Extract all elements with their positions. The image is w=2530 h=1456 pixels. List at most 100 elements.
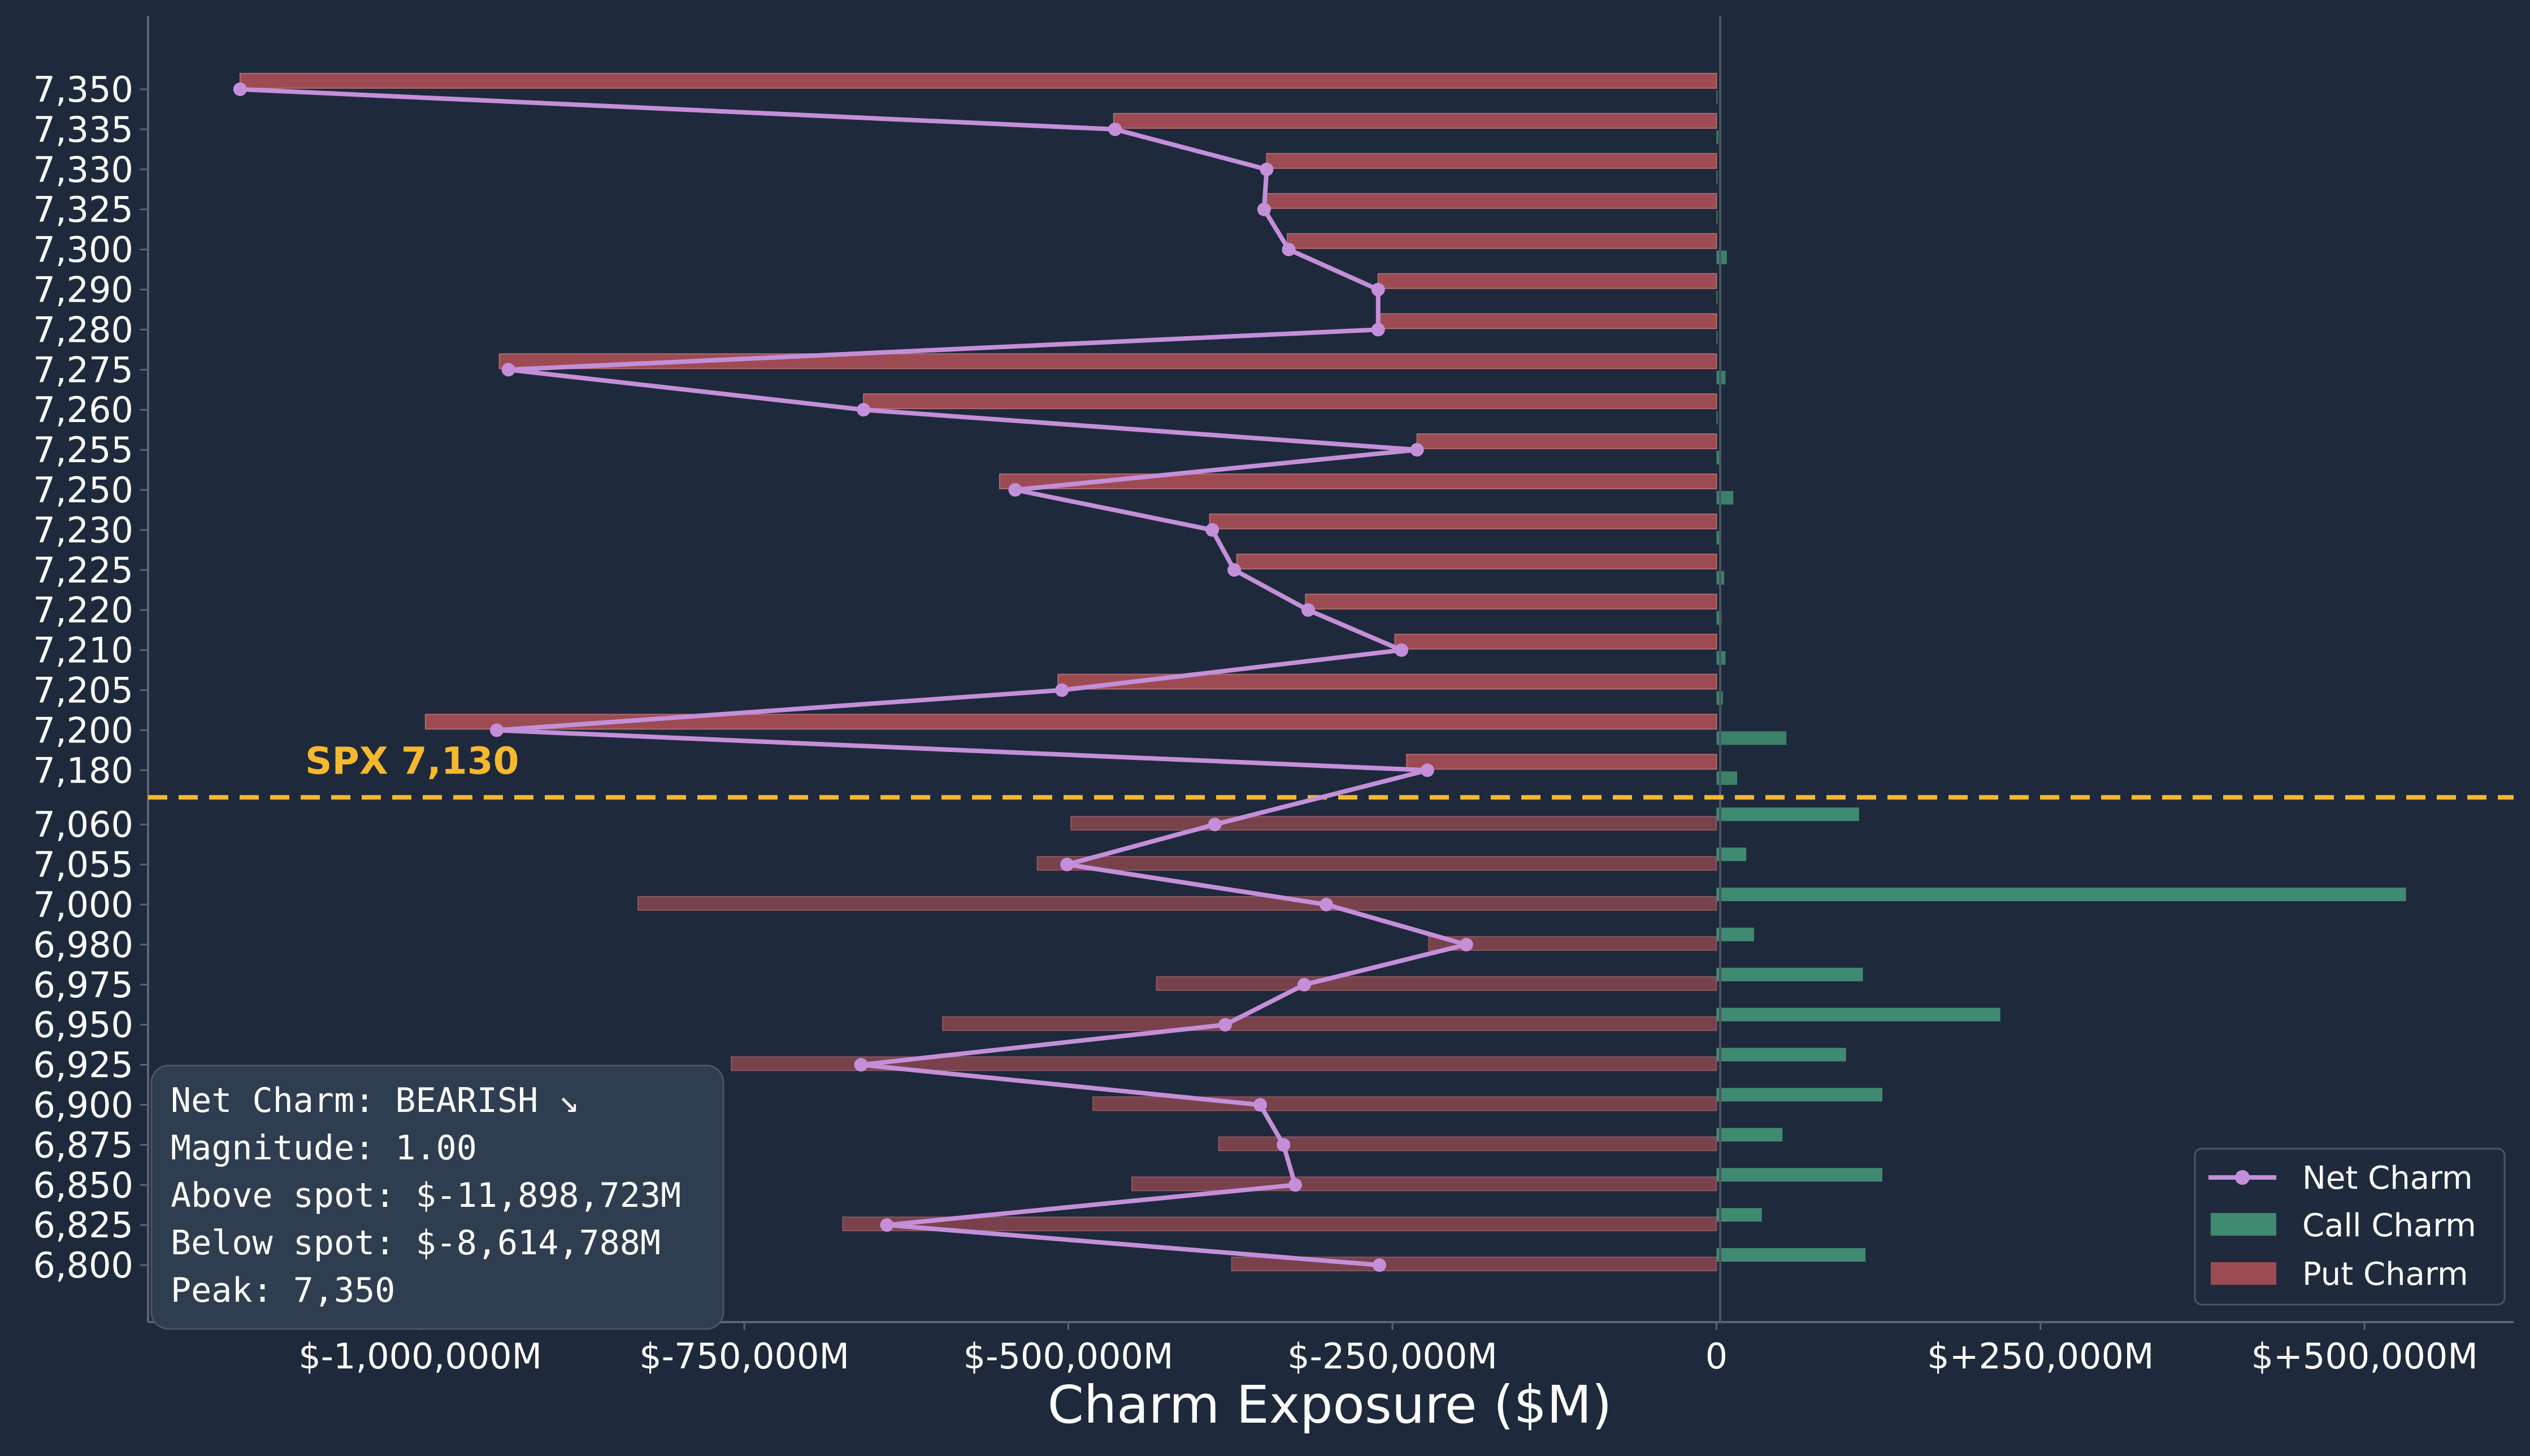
y-tick-label-7055: 7,055	[33, 844, 134, 885]
call-charm-bar-7230	[1716, 531, 1721, 545]
put-charm-bar-6950	[942, 1016, 1717, 1031]
y-tick-label-6925: 6,925	[33, 1045, 134, 1086]
put-charm-bar-7055	[1036, 856, 1717, 871]
y-tick-label-7260: 7,260	[33, 389, 134, 431]
call-charm-bar-6875	[1716, 1128, 1783, 1142]
put-charm-bar-7335	[1113, 112, 1717, 129]
y-tick-label-7180: 7,180	[33, 750, 134, 791]
y-tick-label-7325: 7,325	[33, 189, 134, 231]
net-charm-point-6875	[1277, 1138, 1291, 1152]
net-charm-point-7200	[490, 723, 504, 737]
x-tick-label-500000M: $+500,000M	[2251, 1336, 2478, 1377]
put-charm-bar-7290	[1377, 273, 1717, 289]
call-charm-bar-7290	[1716, 290, 1718, 305]
put-charm-bar-6875	[1218, 1136, 1717, 1151]
net-charm-point-7350	[233, 82, 247, 96]
net-charm-point-6800	[1373, 1258, 1387, 1272]
y-tick-label-6825: 6,825	[33, 1205, 134, 1246]
call-charm-bar-7260	[1716, 411, 1718, 425]
net-charm-point-7225	[1227, 563, 1242, 577]
y-tick-label-7250: 7,250	[33, 470, 134, 511]
y-tick-label-7205: 7,205	[33, 670, 134, 711]
call-charm-bar-6975	[1716, 967, 1863, 981]
put-charm-bar-7210	[1394, 633, 1717, 650]
legend-net-charm-marker	[2235, 1170, 2250, 1185]
y-tick-label-7225: 7,225	[33, 550, 134, 591]
call-charm-bar-7000	[1716, 888, 2406, 901]
put-charm-bar-7230	[1209, 513, 1717, 529]
legend-call-charm-swatch	[2211, 1213, 2276, 1236]
call-charm-bar-6925	[1716, 1048, 1846, 1062]
call-charm-bar-7255	[1716, 451, 1721, 465]
y-tick-label-6975: 6,975	[33, 964, 134, 1006]
put-charm-bar-7205	[1057, 673, 1717, 690]
spot-price-label: SPX 7,130	[305, 739, 519, 783]
call-charm-bar-6900	[1716, 1088, 1882, 1102]
x-axis-label: Charm Exposure ($M)	[1048, 1375, 1612, 1435]
call-charm-bar-6850	[1716, 1168, 1882, 1182]
info-box: Net Charm: BEARISH ↘ Magnitude: 1.00 Abo…	[150, 1064, 724, 1330]
info-box-background	[150, 1064, 724, 1330]
spot-layer: SPX 7,130	[148, 739, 2514, 800]
net-charm-point-7250	[1008, 483, 1022, 497]
y-tick-label-7275: 7,275	[33, 349, 134, 390]
call-charm-bar-7055	[1716, 847, 1747, 862]
legend-put-charm-swatch	[2211, 1262, 2276, 1285]
x-tick-label-1000000M: $-1,000,000M	[298, 1336, 542, 1377]
call-charm-bar-6825	[1716, 1208, 1762, 1222]
put-charm-bar-7225	[1236, 553, 1717, 570]
put-charm-bar-7260	[863, 393, 1717, 410]
y-tick-label-7210: 7,210	[33, 630, 134, 671]
x-tick-label-250000M: $-250,000M	[1287, 1336, 1498, 1377]
put-charm-bar-7350	[239, 73, 1717, 89]
net-charm-point-7180	[1420, 763, 1434, 777]
y-tick-label-7335: 7,335	[33, 109, 134, 150]
y-tick-label-7255: 7,255	[33, 429, 134, 471]
net-charm-point-7055	[1060, 858, 1074, 872]
y-tick-label-6980: 6,980	[33, 924, 134, 966]
bars-layer	[239, 73, 2406, 1272]
put-charm-bar-7060	[1070, 816, 1717, 831]
y-tick-label-7350: 7,350	[33, 69, 134, 110]
net-charm-point-6900	[1253, 1098, 1267, 1112]
legend-call-charm-label: Call Charm	[2302, 1207, 2476, 1244]
x-tick-label-0: 0	[1706, 1336, 1728, 1377]
legend-net-charm-label: Net Charm	[2302, 1160, 2473, 1197]
put-charm-bar-7000	[637, 896, 1717, 911]
info-line-below-spot: Below spot: $-8,614,788M	[171, 1223, 661, 1263]
put-charm-bar-7330	[1266, 153, 1717, 169]
put-charm-bar-7220	[1305, 593, 1717, 610]
net-charm-point-7275	[501, 363, 515, 377]
call-charm-bar-7200	[1716, 731, 1787, 745]
call-charm-bar-6800	[1716, 1248, 1866, 1262]
y-tick-label-6875: 6,875	[33, 1124, 134, 1166]
put-charm-bar-6980	[1428, 936, 1717, 951]
call-charm-bar-7330	[1716, 170, 1718, 184]
net-charm-point-7210	[1395, 643, 1409, 657]
legend-put-charm-label: Put Charm	[2302, 1256, 2468, 1293]
legend: Net Charm Call Charm Put Charm	[2194, 1148, 2506, 1306]
net-charm-point-6950	[1218, 1018, 1233, 1032]
y-tick-label-7300: 7,300	[33, 229, 134, 271]
y-tick-label-7280: 7,280	[33, 309, 134, 350]
put-charm-bar-7300	[1287, 233, 1717, 249]
call-charm-bar-7250	[1716, 491, 1734, 505]
info-line-magnitude: Magnitude: 1.00	[171, 1128, 477, 1168]
y-tick-label-7330: 7,330	[33, 149, 134, 190]
call-charm-bar-6950	[1716, 1007, 2000, 1022]
x-tick-label-750000M: $-750,000M	[639, 1336, 849, 1377]
info-line-peak: Peak: 7,350	[171, 1271, 395, 1310]
net-charm-point-7300	[1282, 242, 1296, 257]
net-charm-point-7325	[1257, 202, 1271, 216]
net-charm-point-7260	[857, 403, 871, 417]
call-charm-bar-7350	[1716, 90, 1718, 104]
x-tick-label-500000M: $-500,000M	[964, 1336, 1174, 1377]
net-charm-point-7230	[1205, 523, 1220, 537]
put-charm-bar-7180	[1406, 754, 1717, 770]
call-charm-bar-7220	[1716, 611, 1722, 625]
y-tick-label-7230: 7,230	[33, 510, 134, 551]
call-charm-bar-7335	[1716, 130, 1719, 144]
y-tick-label-7000: 7,000	[33, 884, 134, 925]
y-tick-label-7290: 7,290	[33, 270, 134, 311]
